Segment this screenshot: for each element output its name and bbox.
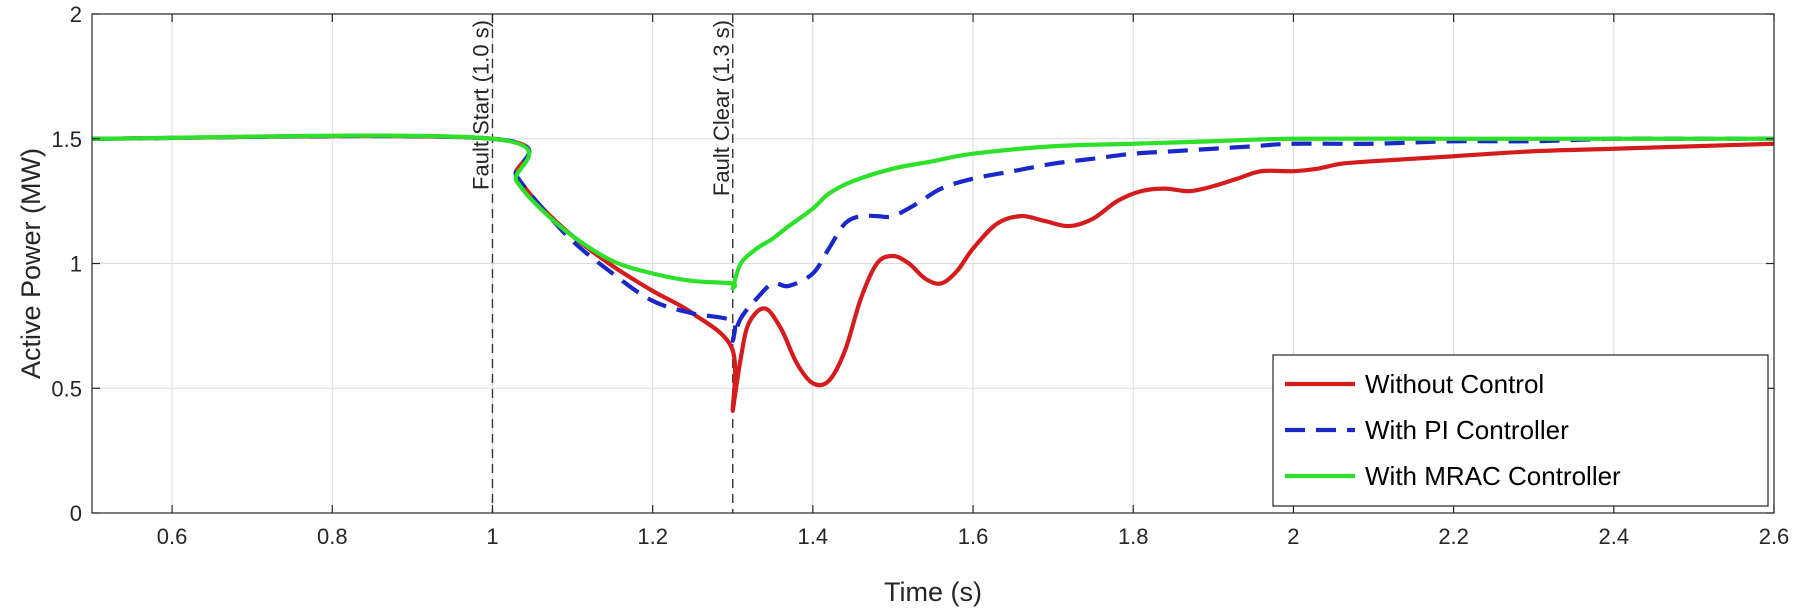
- y-tick-label: 0.5: [51, 376, 82, 401]
- fault-marker-label: Fault Clear (1.3 s): [709, 20, 734, 196]
- x-tick-label: 0.8: [317, 524, 348, 549]
- legend-item-mrac-controller: With MRAC Controller: [1365, 461, 1621, 491]
- x-tick-label: 1.4: [798, 524, 829, 549]
- x-tick-label: 1.2: [637, 524, 668, 549]
- y-axis-label: Active Power (MW): [16, 148, 46, 379]
- y-tick-label: 2: [70, 2, 82, 27]
- x-tick-label: 0.6: [157, 524, 188, 549]
- fault-annotations: Fault Start (1.0 s) Fault Clear (1.3 s): [468, 14, 734, 513]
- without-control-line: [91, 133, 1775, 413]
- legend-item-without-control: Without Control: [1365, 369, 1544, 399]
- x-tick-label: 2.4: [1599, 524, 1630, 549]
- legend-box: [1272, 354, 1769, 507]
- legend-item-pi-controller: With PI Controller: [1365, 415, 1569, 445]
- x-tick-label: 2: [1287, 524, 1299, 549]
- mrac-controller-line: [91, 133, 1774, 291]
- fault-marker-label: Fault Start (1.0 s): [468, 20, 493, 190]
- x-tick-label: 2.2: [1438, 524, 1469, 549]
- series-lines: [91, 133, 1775, 413]
- x-tick-label: 1: [486, 524, 498, 549]
- legend: Without Control With PI Controller With MR…: [1272, 354, 1769, 507]
- y-tick-label: 1.5: [51, 127, 82, 152]
- y-tick-label: 0: [70, 501, 82, 526]
- axis-ticks: 0.6 0.8 1 1.2 1.4 1.6 1.8 2 2.2 2.4 2.6 0 0.5 1 1.5 2: [51, 2, 1789, 549]
- x-tick-label: 1.8: [1118, 524, 1149, 549]
- pi-controller-line: [91, 133, 1774, 343]
- x-tick-label: 2.6: [1759, 524, 1790, 549]
- x-tick-label: 1.6: [958, 524, 989, 549]
- x-axis-label: Time (s): [884, 577, 982, 607]
- y-tick-label: 1: [70, 252, 82, 277]
